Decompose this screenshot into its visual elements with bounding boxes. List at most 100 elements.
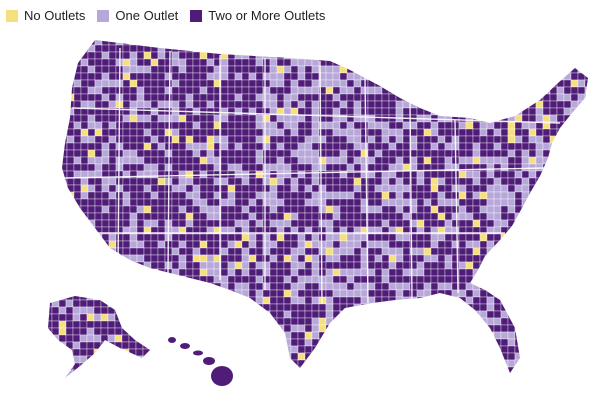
- county-cell: [86, 296, 95, 301]
- county-cell: [367, 65, 376, 74]
- county-cell: [73, 128, 82, 137]
- county-cell: [220, 212, 229, 221]
- county-cell: [276, 93, 285, 102]
- county-cell: [374, 86, 383, 95]
- county-cell: [570, 345, 579, 354]
- county-cell: [297, 177, 306, 186]
- county-cell: [416, 191, 425, 200]
- county-cell: [325, 191, 334, 200]
- county-cell: [58, 299, 67, 308]
- county-cell: [465, 135, 474, 144]
- county-cell: [150, 303, 159, 312]
- county-cell: [325, 254, 334, 263]
- county-cell: [157, 268, 166, 277]
- county-cell: [577, 317, 586, 326]
- county-cell: [87, 100, 96, 109]
- county-cell: [283, 338, 292, 347]
- county-cell: [388, 331, 397, 340]
- county-cell: [381, 254, 390, 263]
- county-cell: [346, 58, 355, 67]
- county-cell: [493, 254, 502, 263]
- county-cell: [269, 240, 278, 249]
- county-cell: [171, 51, 180, 60]
- county-cell: [472, 156, 481, 165]
- county-cell: [507, 310, 516, 319]
- county-cell: [556, 163, 565, 172]
- county-cell: [570, 212, 579, 221]
- county-cell: [521, 352, 530, 361]
- county-cell: [556, 219, 565, 228]
- county-cell: [269, 296, 278, 305]
- county-cell: [199, 317, 208, 326]
- county-cell: [479, 303, 488, 312]
- county-cell: [276, 86, 285, 95]
- county-cell: [234, 352, 243, 361]
- county-cell: [577, 142, 586, 151]
- county-cell: [304, 212, 313, 221]
- county-cell: [479, 233, 488, 242]
- county-cell: [199, 149, 208, 158]
- county-cell: [277, 374, 284, 381]
- county-cell: [409, 366, 418, 373]
- county-cell: [563, 331, 572, 340]
- county-cell: [220, 254, 229, 263]
- county-cell: [592, 255, 599, 262]
- county-cell: [535, 317, 544, 326]
- county-cell: [150, 170, 159, 179]
- county-cell: [262, 205, 271, 214]
- county-cell: [171, 191, 180, 200]
- county-cell: [592, 59, 599, 66]
- county-cell: [332, 240, 341, 249]
- county-cell: [577, 366, 586, 373]
- county-cell: [206, 268, 215, 277]
- county-cell: [192, 93, 201, 102]
- county-cell: [346, 254, 355, 263]
- county-cell: [150, 268, 159, 277]
- county-cell: [542, 72, 551, 81]
- county-cell: [381, 233, 390, 242]
- county-cell: [164, 121, 173, 130]
- county-cell: [402, 79, 411, 88]
- hawaii-island-molokai: [193, 350, 203, 356]
- county-cell: [87, 198, 96, 207]
- county-cell: [107, 355, 116, 364]
- county-cell: [325, 317, 334, 326]
- county-cell: [171, 86, 180, 95]
- county-cell: [290, 205, 299, 214]
- county-cell: [346, 268, 355, 277]
- county-cell: [235, 374, 242, 381]
- county-cell: [528, 268, 537, 277]
- county-cell: [241, 58, 250, 67]
- county-cell: [283, 44, 292, 53]
- county-cell: [241, 128, 250, 137]
- county-cell: [416, 338, 425, 347]
- county-cell: [381, 268, 390, 277]
- county-cell: [564, 374, 571, 381]
- county-cell: [479, 121, 488, 130]
- county-cell: [164, 40, 173, 46]
- county-cell: [535, 212, 544, 221]
- county-cell: [227, 268, 236, 277]
- county-cell: [100, 348, 109, 357]
- county-cell: [122, 275, 131, 284]
- county-cell: [269, 233, 278, 242]
- county-cell: [339, 275, 348, 284]
- county-cell: [584, 44, 588, 53]
- county-cell: [62, 359, 68, 368]
- county-cell: [149, 348, 150, 357]
- county-cell: [234, 331, 243, 340]
- county-cell: [437, 282, 446, 291]
- county-cell: [304, 100, 313, 109]
- county-cell: [220, 163, 229, 172]
- county-cell: [353, 86, 362, 95]
- county-cell: [395, 359, 404, 368]
- county-cell: [107, 348, 116, 357]
- county-cell: [108, 184, 117, 193]
- county-cell: [135, 376, 144, 378]
- county-cell: [297, 219, 306, 228]
- county-cell: [437, 114, 446, 123]
- county-cell: [227, 282, 236, 291]
- county-cell: [479, 184, 488, 193]
- county-cell: [395, 128, 404, 137]
- county-cell: [234, 366, 243, 373]
